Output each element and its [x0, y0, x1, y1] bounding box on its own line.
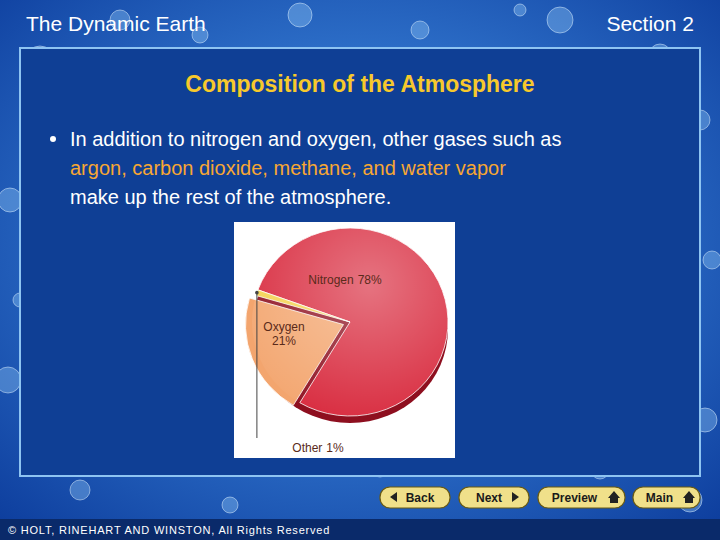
- nav-button[interactable]: Main: [633, 487, 700, 508]
- nav-label[interactable]: Main: [646, 491, 673, 505]
- pie: [245, 228, 448, 416]
- leader-line: [256, 293, 257, 438]
- nav-button-bg[interactable]: [380, 487, 450, 508]
- bubble: [0, 367, 21, 393]
- footer-bar: [0, 519, 720, 540]
- nav-arrow: [390, 492, 397, 502]
- leader-dot: [255, 291, 259, 295]
- label-value: 21%: [272, 334, 296, 348]
- label-category: Oxygen: [263, 320, 304, 334]
- pie-slice: [245, 298, 343, 405]
- bubble: [514, 4, 526, 16]
- slide: The Dynamic Earth Section 2 Composition of…: [0, 0, 720, 540]
- header-right: Section 2: [606, 12, 694, 35]
- bubble: [547, 7, 573, 33]
- nav-button[interactable]: Back: [380, 487, 450, 508]
- nav-button-bg[interactable]: [633, 487, 700, 508]
- pie-slice: [256, 290, 350, 322]
- bullet-highlight: argon, carbon dioxide, methane, and wate…: [70, 157, 506, 179]
- background: [0, 0, 720, 540]
- nav-arrow: [512, 492, 519, 502]
- heading: Composition of the Atmosphere: [185, 71, 534, 97]
- label-value: 78%: [358, 273, 382, 287]
- bubble: [703, 251, 720, 269]
- bubble: [70, 480, 90, 500]
- bullet-text: make up the rest of the atmosphere.: [70, 186, 391, 208]
- bubble: [411, 21, 429, 39]
- label-value: 1%: [326, 441, 344, 455]
- nav-home-icon: [608, 491, 620, 503]
- data-label: Other 1%: [292, 441, 344, 455]
- nav-button[interactable]: Next: [459, 487, 529, 508]
- nav-home-icon: [683, 491, 695, 503]
- bullet-dot: [50, 136, 56, 142]
- content-panel: [20, 48, 700, 476]
- pie-highlight: [252, 228, 448, 416]
- chart-background: [234, 222, 455, 458]
- header-left: The Dynamic Earth: [26, 12, 206, 35]
- nav-button-bg[interactable]: [538, 487, 625, 508]
- bullet-text: In addition to nitrogen and oxygen, othe…: [70, 128, 561, 150]
- bubble: [0, 188, 22, 212]
- nav-label[interactable]: Preview: [552, 491, 598, 505]
- nav-label[interactable]: Next: [476, 491, 502, 505]
- nav-button-bg[interactable]: [459, 487, 529, 508]
- data-label: Nitrogen 78%: [308, 273, 382, 287]
- footer: © HOLT, RINEHART AND WINSTON, All Rights…: [8, 524, 330, 536]
- bubble: [288, 3, 312, 27]
- label-category: Other: [292, 441, 322, 455]
- nav-label[interactable]: Back: [406, 491, 435, 505]
- bubble: [222, 497, 238, 513]
- label-category: Nitrogen: [308, 273, 353, 287]
- nav-button[interactable]: Preview: [538, 487, 625, 508]
- data-label: Oxygen21%: [263, 320, 304, 348]
